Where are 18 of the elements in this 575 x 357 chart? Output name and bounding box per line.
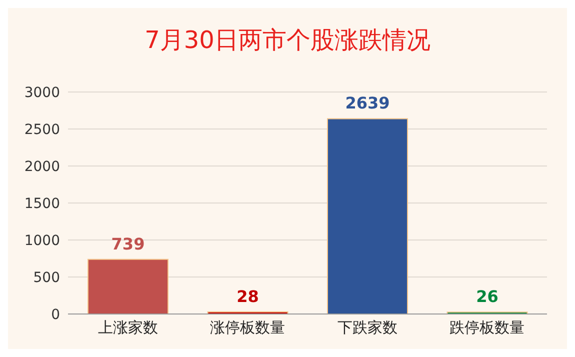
y-tick-label: 2500 xyxy=(24,122,60,138)
data-label: 26 xyxy=(476,287,498,306)
bar xyxy=(327,118,408,314)
y-tick-label: 2000 xyxy=(24,158,60,175)
y-tick-label: 3000 xyxy=(24,84,60,101)
x-tick-label: 跌停板数量 xyxy=(450,318,525,337)
x-tick-label: 上涨家数 xyxy=(98,318,158,337)
chart-title: 7月30日两市个股涨跌情况 xyxy=(144,25,432,56)
data-label: 739 xyxy=(111,234,145,254)
y-tick-label: 500 xyxy=(33,270,60,286)
bar xyxy=(88,258,168,314)
data-label: 2639 xyxy=(345,94,390,113)
y-tick-label: 1000 xyxy=(24,232,60,249)
y-tick-label: 0 xyxy=(51,306,60,323)
y-tick-label: 1500 xyxy=(24,196,60,212)
x-tick-label: 下跌家数 xyxy=(337,318,398,337)
data-label: 28 xyxy=(236,286,259,306)
x-tick-label: 涨停板数量 xyxy=(210,318,286,337)
